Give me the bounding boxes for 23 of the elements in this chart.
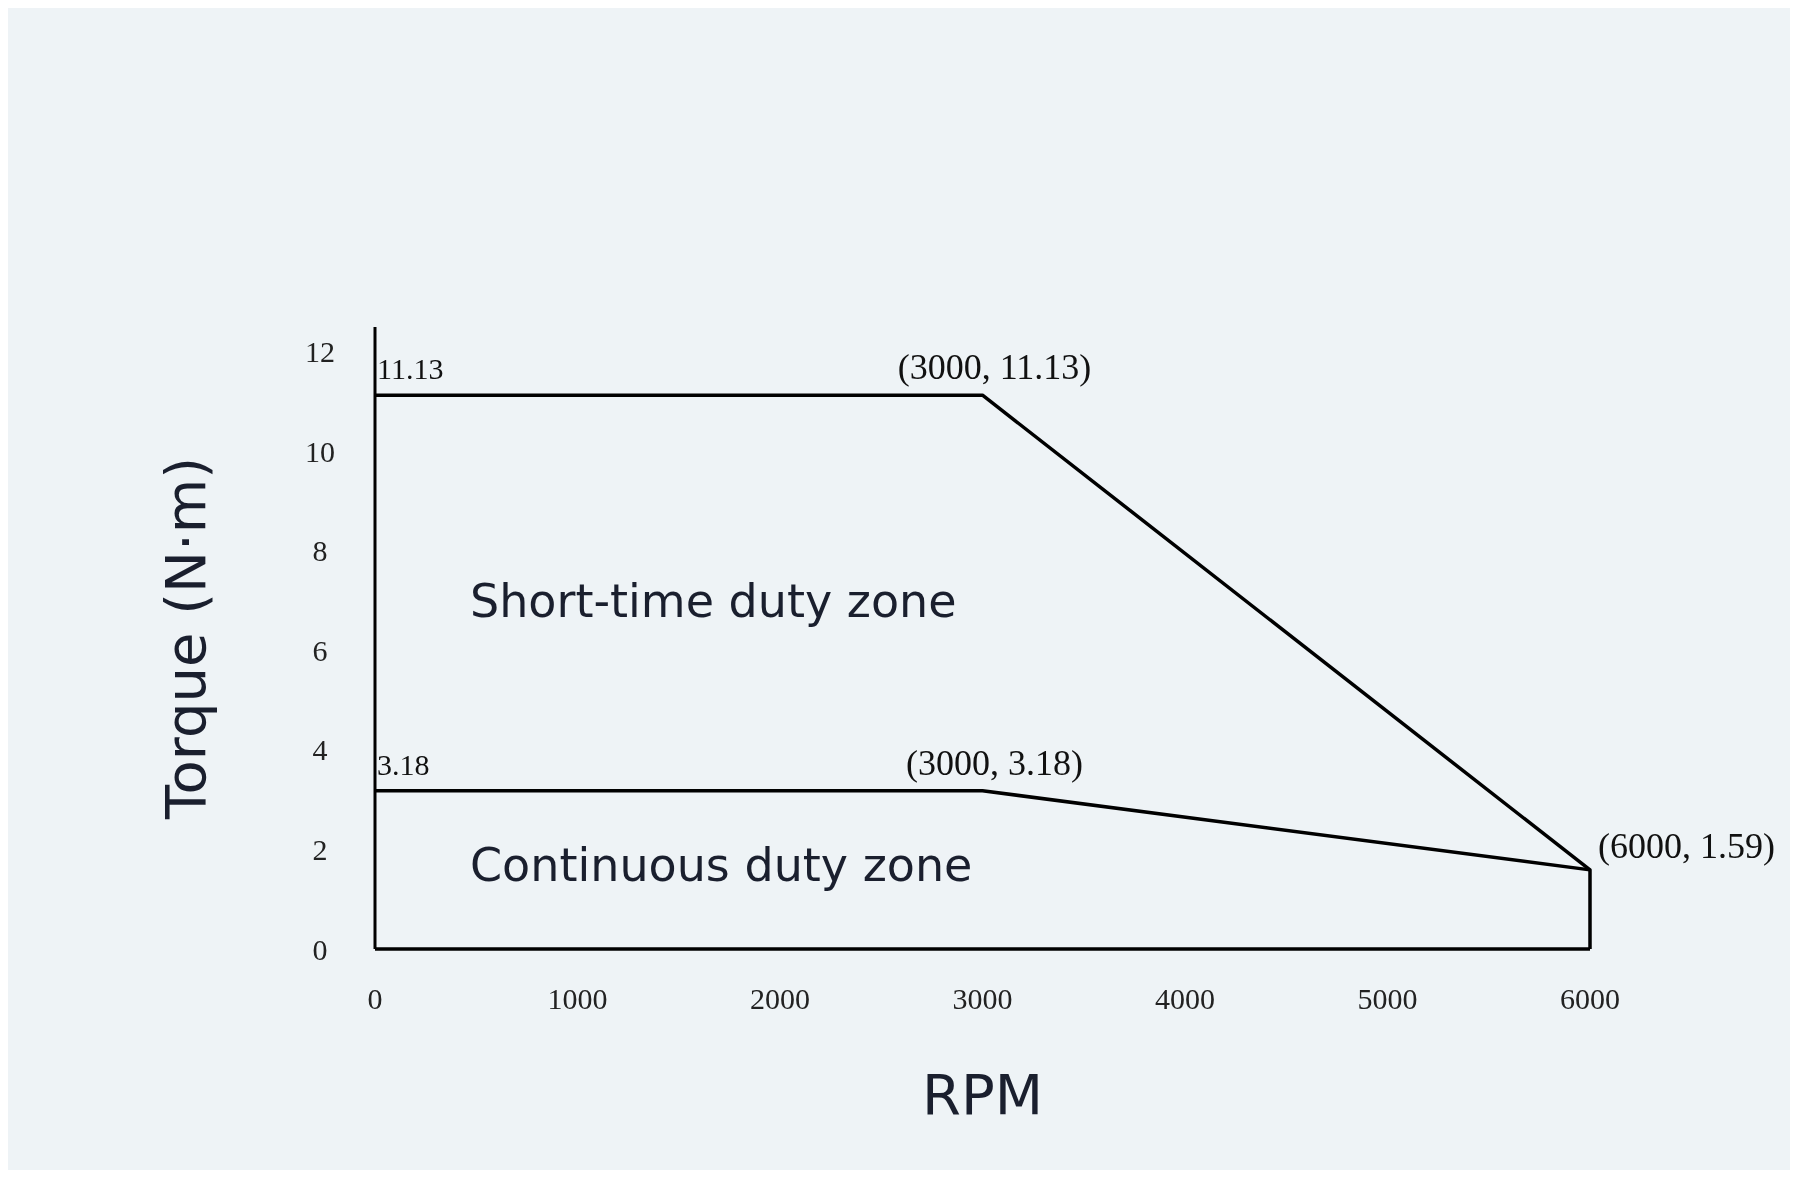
annotation: (3000, 3.18) [906,742,1083,783]
annotation: 3.18 [377,747,430,781]
y-tick-label: 4 [312,733,328,767]
x-tick-label: 5000 [1357,982,1418,1015]
y-tick-label: 10 [305,434,335,468]
y-tick-label: 6 [312,633,328,667]
x-tick-label: 3000 [952,982,1013,1015]
annotation: 11.13 [377,352,444,386]
annotation: Continuous duty zone [470,837,973,892]
annotation: (3000, 11.13) [897,347,1092,388]
annotation: Short-time duty zone [470,573,957,628]
y-tick-label: 8 [312,534,328,568]
x-axis-title: RPM [922,1062,1043,1127]
y-tick-label: 0 [312,932,328,966]
x-tick-label: 1000 [547,982,608,1015]
y-tick-label: 2 [312,832,328,866]
annotation: (6000, 1.59) [1598,825,1775,866]
x-tick-label: 6000 [1560,982,1620,1015]
y-tick-label: 12 [305,335,335,369]
x-tick-label: 0 [367,982,383,1015]
y-axis-title: Torque (N·m) [153,456,218,821]
x-tick-label: 4000 [1155,982,1215,1015]
x-tick-label: 2000 [750,982,810,1015]
